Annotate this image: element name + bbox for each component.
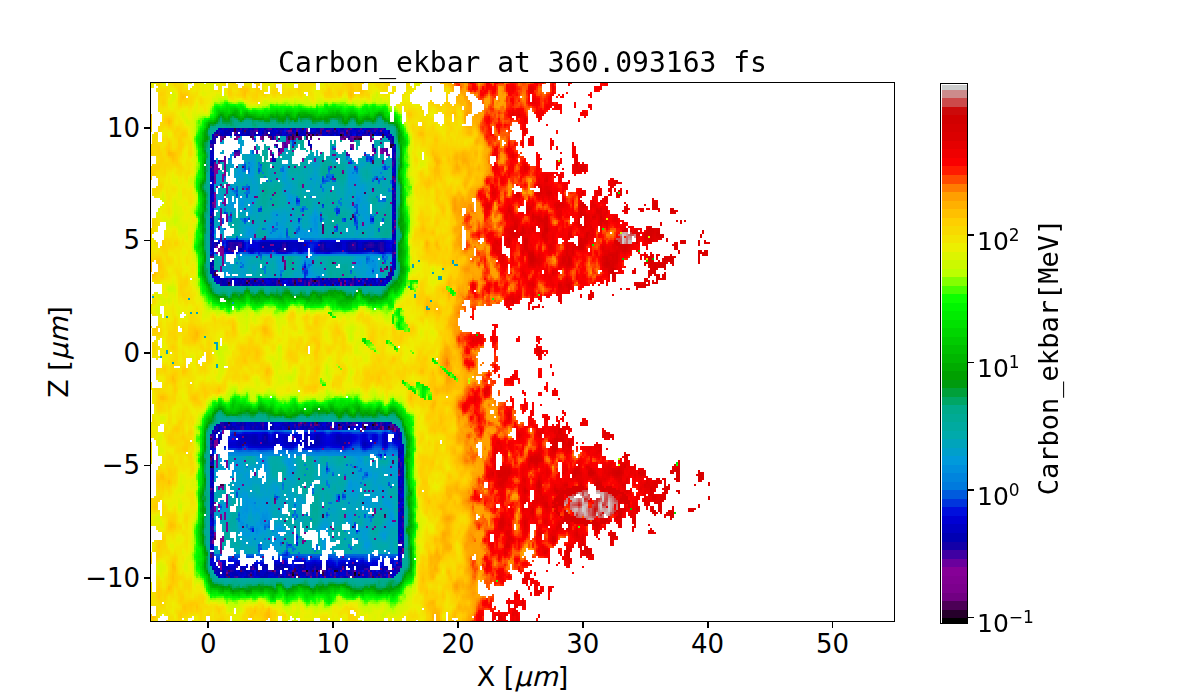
colorbar-tick-label: 102 xyxy=(977,219,1020,251)
y-tick-mark xyxy=(144,352,150,354)
x-tick-mark xyxy=(207,622,209,628)
x-tick-label: 0 xyxy=(200,629,217,659)
y-tick-label: −5 xyxy=(40,450,140,480)
colorbar-tick-mark xyxy=(968,234,974,236)
x-tick-label: 40 xyxy=(691,629,724,659)
x-axis-label: X [μm] xyxy=(150,661,895,692)
colorbar-tick-label: 100 xyxy=(977,474,1020,506)
axes-border xyxy=(150,82,895,622)
x-tick-label: 20 xyxy=(441,629,474,659)
y-tick-mark xyxy=(144,465,150,467)
colorbar-tick-label: 10−1 xyxy=(977,601,1034,633)
colorbar-tick-label: 101 xyxy=(977,346,1020,378)
x-tick-mark xyxy=(582,622,584,628)
x-tick-mark xyxy=(832,622,834,628)
y-tick-mark xyxy=(144,577,150,579)
y-tick-label: −10 xyxy=(40,563,140,593)
plot-title: Carbon_ekbar at 360.093163 fs xyxy=(150,47,895,78)
y-tick-mark xyxy=(144,127,150,129)
x-tick-label: 50 xyxy=(816,629,849,659)
colorbar-tick-mark xyxy=(968,489,974,491)
y-tick-label: 10 xyxy=(40,113,140,143)
colorbar-tick-mark xyxy=(968,617,974,619)
y-axis-label: Z [μm] xyxy=(43,306,74,398)
x-tick-label: 30 xyxy=(566,629,599,659)
y-tick-mark xyxy=(144,240,150,242)
figure: Carbon_ekbar at 360.093163 fs 0 10 20 30 40 5… xyxy=(0,0,1200,700)
x-tick-mark xyxy=(332,622,334,628)
colorbar-tick-mark xyxy=(968,362,974,364)
colorbar-label: Carbon_ekbar[MeV] xyxy=(1033,219,1064,495)
x-tick-mark xyxy=(457,622,459,628)
y-tick-label: 5 xyxy=(40,225,140,255)
x-tick-mark xyxy=(707,622,709,628)
x-tick-label: 10 xyxy=(317,629,350,659)
colorbar-border xyxy=(940,83,968,624)
